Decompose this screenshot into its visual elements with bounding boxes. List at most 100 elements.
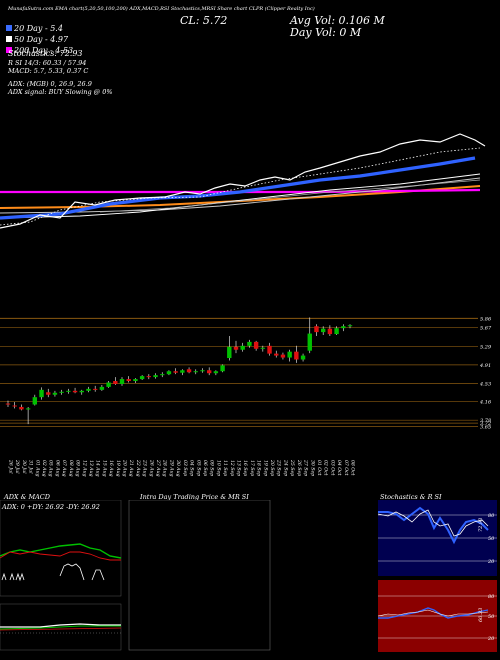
rsi-white-line bbox=[378, 609, 489, 617]
candle-body bbox=[227, 346, 232, 359]
candle-body bbox=[72, 390, 78, 393]
candle-body bbox=[5, 403, 11, 405]
candle-body bbox=[59, 391, 64, 393]
date-axis-label: 26 Sep bbox=[296, 459, 302, 476]
candle-body bbox=[240, 345, 245, 350]
adx-label: ADX: (MGB) 0, 26.9, 26.9 bbox=[8, 80, 92, 88]
ema20-line bbox=[0, 156, 476, 220]
date-axis-label: 05 Aug bbox=[48, 460, 54, 477]
date-axis-label: 22 Aug bbox=[135, 459, 141, 477]
rsi-label: R SI 14/3: 60.33 / 57.94 bbox=[8, 59, 87, 67]
price-axis-label: 4.16 bbox=[479, 400, 492, 406]
adx-green-line bbox=[0, 543, 122, 559]
candle-body bbox=[25, 408, 31, 410]
stoch-rsi-title: Stochastics & R SI bbox=[380, 493, 442, 501]
candle-body bbox=[153, 375, 158, 378]
price-axis-label: 5.86 bbox=[480, 316, 492, 322]
date-axis-label: 08 Oct bbox=[350, 460, 356, 476]
price-axis: 5.86 5.67 5.29 4.91 4.53 4.16 3.783.723.65 bbox=[479, 316, 492, 430]
ema-chart bbox=[0, 133, 486, 229]
adx-signal-label: ADX signal: BUY Slowing @ 0% bbox=[8, 88, 113, 96]
stoch-blue-line bbox=[378, 506, 489, 545]
candle-body bbox=[327, 328, 333, 335]
candle-body bbox=[39, 389, 44, 398]
date-axis-label: 19 Sep bbox=[262, 460, 268, 476]
candle-body bbox=[106, 382, 111, 387]
day-volume-label: Day Vol: 0 M bbox=[290, 26, 362, 39]
date-axis-label: 20 Aug bbox=[122, 459, 128, 477]
candle-body bbox=[341, 326, 346, 329]
candle-body bbox=[99, 386, 105, 390]
date-axis-label: 13 Aug bbox=[88, 460, 94, 477]
date-axis-label: 23 Sep bbox=[276, 459, 282, 476]
adx-values-text: ADX: 0 +DY: 26.92 -DY: 26.92 bbox=[1, 503, 100, 511]
date-axis-label: 28 Aug bbox=[162, 459, 168, 477]
price-axis-label: 5.67 bbox=[480, 326, 492, 332]
intraday-box bbox=[128, 500, 271, 651]
adx-macd-title: ADX & MACD bbox=[4, 493, 50, 501]
candle-body bbox=[320, 328, 326, 333]
candle-body bbox=[274, 353, 279, 356]
date-axis-label: 02 Aug bbox=[41, 460, 47, 477]
macd-white-line bbox=[0, 623, 121, 628]
date-axis-label: 26 Aug bbox=[148, 459, 154, 477]
date-axis-label: 01 Aug bbox=[34, 460, 40, 477]
ema200-legend: 200 Day - 4.53 bbox=[6, 38, 73, 57]
date-axis-label: 21 Aug bbox=[128, 459, 134, 477]
date-axis-label: 05 Sep bbox=[195, 460, 201, 476]
date-axis: 26 Jul 29 Jul 30 Jul 31 Jul 01 Aug 02 Aug 05 A… bbox=[8, 459, 356, 477]
ema50-legend: 50 Day - 4.97 bbox=[6, 27, 68, 46]
date-axis-label: 03 Sep bbox=[182, 460, 188, 476]
price-axis-label: 5.29 bbox=[480, 344, 492, 350]
rsi-blue-line bbox=[378, 607, 489, 619]
date-axis-label: 16 Aug bbox=[108, 460, 114, 477]
stochastics-label: Stochastics: 72.93 bbox=[8, 49, 83, 58]
date-axis-label: 18 Sep bbox=[256, 460, 262, 476]
date-axis-label: 04 Sep bbox=[189, 460, 195, 476]
date-axis-label: 06 Sep bbox=[202, 460, 208, 476]
header-line: MunafaSutra.com EMA chart(5,20,50,100,20… bbox=[8, 6, 315, 12]
candle-body bbox=[334, 328, 339, 335]
date-axis-label: 20 Sep bbox=[269, 459, 275, 476]
ema50b-line bbox=[99, 179, 481, 213]
candle-body bbox=[126, 379, 131, 382]
adx-white-line bbox=[1, 563, 105, 582]
avg-volume-label: Avg Vol: 0.106 M bbox=[290, 14, 385, 27]
date-axis-label: 14 Aug bbox=[95, 460, 101, 477]
macd-red-line bbox=[0, 627, 122, 631]
date-axis-label: 07 Aug bbox=[61, 460, 67, 477]
adx-macd-panel: ADX: 0 +DY: 26.92 -DY: 26.92 bbox=[0, 500, 122, 651]
ema200-swatch bbox=[6, 47, 12, 53]
candle-body bbox=[200, 370, 205, 372]
date-axis-label: 13 Sep bbox=[236, 460, 242, 476]
date-axis-label: 09 Sep bbox=[209, 460, 215, 476]
candle-body bbox=[307, 333, 312, 351]
macd-green-line bbox=[0, 625, 121, 630]
candle-body bbox=[146, 376, 152, 378]
date-axis-label: 27 Sep bbox=[303, 459, 309, 476]
date-axis-label: 30 Jul bbox=[21, 460, 27, 474]
adx-red-line bbox=[0, 551, 121, 561]
stoch-white-line bbox=[378, 509, 489, 537]
ema20-legend: 20 Day - 5.4 bbox=[6, 16, 63, 35]
date-axis-label: 09 Aug bbox=[75, 460, 81, 477]
date-axis-label: 30 Sep bbox=[309, 460, 315, 476]
candle-body bbox=[186, 369, 192, 373]
date-axis-label: 12 Sep bbox=[229, 460, 235, 476]
candle-body bbox=[247, 341, 252, 346]
rsi-tick-80: 80 bbox=[488, 594, 495, 600]
candle-body bbox=[139, 376, 145, 380]
intraday-title: Intra Day Trading Price & MR SI bbox=[140, 493, 249, 501]
price-axis-label: 3.72 bbox=[480, 421, 491, 427]
ema50-swatch bbox=[6, 36, 12, 42]
price-axis-label: 4.53 bbox=[479, 381, 491, 387]
date-axis-label: 29 Jul bbox=[14, 459, 20, 474]
stoch-rsi-panel: 80 50 20 72.93 80 50 20 60.33 bbox=[378, 500, 497, 652]
candle-body bbox=[160, 374, 165, 376]
date-axis-label: 03 Oct bbox=[329, 460, 335, 476]
ema100-line bbox=[0, 177, 481, 214]
date-axis-label: 06 Aug bbox=[54, 460, 60, 477]
ema200-label: 200 Day - 4.53 bbox=[14, 46, 74, 55]
rsi-tick-20: 20 bbox=[487, 636, 495, 642]
date-axis-label: 30 Aug bbox=[175, 460, 181, 477]
